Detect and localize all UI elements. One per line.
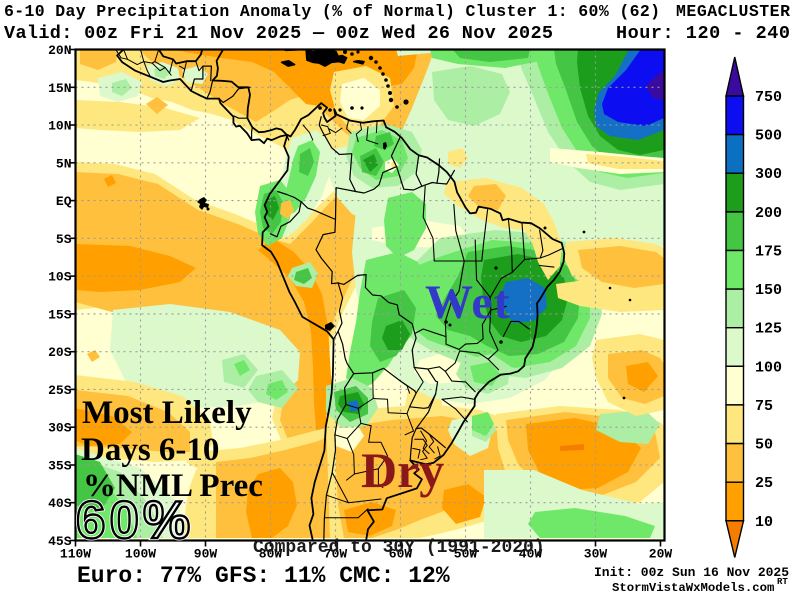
svg-text:Valid: 00z Fri 21 Nov 2025 — 0: Valid: 00z Fri 21 Nov 2025 — 00z Wed 26 … xyxy=(4,23,553,44)
svg-text:60%: 60% xyxy=(76,491,194,550)
svg-text:Compared to 30Y (1991-2020): Compared to 30Y (1991-2020) xyxy=(253,538,545,558)
svg-text:5S: 5S xyxy=(56,232,72,247)
svg-text:20S: 20S xyxy=(48,345,72,360)
svg-text:StormVistaWxModels.com: StormVistaWxModels.com xyxy=(612,581,774,595)
svg-text:20W: 20W xyxy=(649,547,673,562)
svg-text:Days 6-10: Days 6-10 xyxy=(81,432,219,468)
svg-text:125: 125 xyxy=(755,321,782,338)
svg-text:30S: 30S xyxy=(48,421,72,436)
svg-text:35S: 35S xyxy=(48,459,72,474)
svg-text:750: 750 xyxy=(755,89,782,106)
svg-text:EQ: EQ xyxy=(56,194,72,209)
svg-text:6-10 Day Precipitation Anomaly: 6-10 Day Precipitation Anomaly (% of Nor… xyxy=(4,2,660,21)
svg-text:200: 200 xyxy=(755,205,782,222)
svg-text:50: 50 xyxy=(755,437,773,454)
svg-text:MEGACLUSTER: MEGACLUSTER xyxy=(676,2,790,21)
svg-text:Most Likely: Most Likely xyxy=(82,395,252,431)
svg-text:15S: 15S xyxy=(48,307,72,322)
svg-text:RT: RT xyxy=(777,577,788,587)
svg-text:45S: 45S xyxy=(48,534,72,549)
svg-text:500: 500 xyxy=(755,128,782,145)
svg-text:Wet: Wet xyxy=(425,276,511,329)
svg-text:40S: 40S xyxy=(48,496,72,511)
svg-text:30W: 30W xyxy=(584,547,608,562)
svg-text:100W: 100W xyxy=(125,547,156,562)
svg-text:90W: 90W xyxy=(194,547,218,562)
svg-text:10: 10 xyxy=(755,514,773,531)
svg-text:175: 175 xyxy=(755,244,782,261)
svg-text:%NML Prec: %NML Prec xyxy=(83,468,263,504)
svg-text:70W: 70W xyxy=(324,547,348,562)
svg-text:100: 100 xyxy=(755,359,782,376)
svg-text:150: 150 xyxy=(755,282,782,299)
svg-text:80W: 80W xyxy=(259,547,283,562)
svg-text:10S: 10S xyxy=(48,270,72,285)
svg-text:15N: 15N xyxy=(48,81,71,96)
svg-text:Euro: 77% GFS: 11% CMC: 12%: Euro: 77% GFS: 11% CMC: 12% xyxy=(77,563,450,589)
svg-text:75: 75 xyxy=(755,398,773,415)
svg-text:5N: 5N xyxy=(56,156,72,171)
svg-text:20N: 20N xyxy=(48,43,71,58)
svg-text:110W: 110W xyxy=(60,547,91,562)
svg-text:300: 300 xyxy=(755,166,782,183)
svg-text:Init: 00z Sun 16 Nov 2025: Init: 00z Sun 16 Nov 2025 xyxy=(594,565,789,580)
svg-text:25: 25 xyxy=(755,475,773,492)
svg-text:60W: 60W xyxy=(389,547,413,562)
svg-text:40W: 40W xyxy=(519,547,543,562)
svg-text:25S: 25S xyxy=(48,383,72,398)
svg-text:Dry: Dry xyxy=(361,442,444,498)
svg-text:50W: 50W xyxy=(454,547,478,562)
svg-text:60%: 60% xyxy=(76,491,194,550)
svg-text:Hour: 120 - 240: Hour: 120 - 240 xyxy=(616,23,790,44)
svg-text:10N: 10N xyxy=(48,119,71,134)
